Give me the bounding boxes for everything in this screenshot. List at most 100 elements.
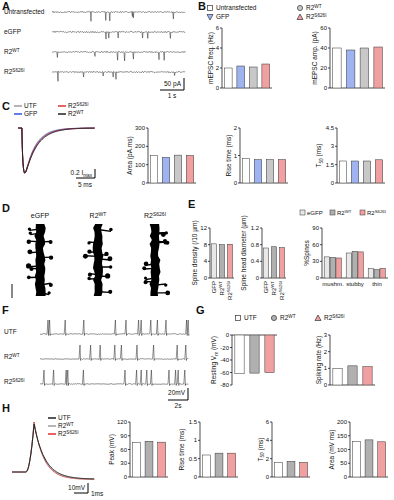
y-tick — [260, 278, 262, 279]
text-part: (ms) — [257, 438, 265, 453]
scale-label: 2s — [175, 402, 183, 409]
bar — [145, 441, 153, 477]
text-part: Area (mV ms) — [328, 429, 336, 469]
text-part: 4.5 — [326, 125, 335, 131]
y-axis — [148, 128, 149, 183]
y-tick — [238, 128, 240, 129]
text-part: S626I — [153, 211, 166, 217]
spine-head — [109, 228, 113, 232]
y-tick-label: 150 — [337, 433, 348, 439]
bar — [202, 455, 210, 477]
text-part: D — [2, 202, 10, 214]
legend-label: R2WT — [337, 209, 352, 216]
text-part: WT — [314, 4, 321, 9]
y-tick — [260, 244, 262, 245]
text-part: 0 — [324, 85, 328, 91]
text-part: 0 — [234, 180, 238, 186]
y-tick-label: 0 — [234, 180, 238, 186]
chart: 00.511.5Rise time (ms) — [178, 419, 238, 480]
y-tick — [208, 261, 210, 262]
text-part: 30 — [312, 258, 319, 264]
row-label: R2S626I — [4, 378, 24, 385]
y-tick-label: 4 — [266, 437, 270, 443]
scale-bar — [188, 388, 189, 400]
y-tick — [270, 458, 272, 459]
bar — [360, 48, 369, 88]
text-part: S626I — [332, 314, 344, 319]
text-part: 4 — [216, 45, 220, 51]
y-tick — [146, 128, 148, 129]
legend-marker — [236, 316, 241, 321]
text-part: 30 — [120, 460, 127, 466]
bar — [278, 160, 285, 183]
y-axis — [210, 228, 211, 278]
y-tick-label: 3 — [331, 143, 335, 149]
text-part: UTF — [24, 102, 37, 109]
bars — [264, 247, 285, 278]
trace — [12, 423, 94, 479]
bar — [266, 160, 273, 183]
y-tick-label: 4 — [204, 258, 208, 264]
y-tick — [335, 164, 337, 165]
text-part: 60 — [312, 242, 319, 248]
spine-head — [49, 256, 53, 260]
bar — [174, 155, 181, 183]
text-part: S626I — [226, 281, 231, 292]
bar — [254, 160, 261, 183]
y-tick — [270, 477, 272, 478]
text-part: 90 — [312, 225, 319, 231]
legend-swatch — [58, 113, 66, 115]
text-part: %Spines — [303, 239, 311, 265]
legend-swatch — [48, 425, 56, 427]
y-tick-label: 300 — [135, 125, 146, 131]
y-tick — [230, 335, 232, 336]
legend-swatch — [330, 210, 335, 215]
text-part: 1 — [324, 365, 328, 371]
legend-marker — [208, 6, 213, 11]
y-tick-label: 0 — [124, 474, 128, 480]
text-part: 1.2 — [251, 225, 260, 231]
text-part: 300 — [135, 125, 146, 131]
x-tick-label: stubby — [346, 281, 364, 287]
bars — [274, 461, 307, 477]
text-part: WT — [288, 314, 295, 319]
bar — [265, 335, 274, 373]
bars — [339, 160, 382, 183]
y-axis-label: Peak (mV) — [108, 434, 116, 465]
legend-label: R2S626I — [306, 13, 326, 20]
scale-bar — [160, 90, 184, 91]
y-tick-label: 3 — [324, 332, 328, 338]
text-part: Spiking rate (Hz) — [315, 336, 323, 384]
trace — [18, 128, 95, 173]
bars — [352, 440, 385, 477]
spine — [98, 266, 111, 267]
spine-head — [105, 273, 110, 278]
image-label: R2WT — [90, 211, 107, 219]
spine-head — [49, 283, 53, 287]
text-part: 0 — [316, 275, 320, 281]
bar — [363, 161, 370, 183]
chart: 0100200300Area (pA.ms) — [126, 125, 196, 186]
spine-head — [26, 263, 31, 268]
legend-label: R2WT — [306, 4, 322, 11]
y-tick-label: 4 — [216, 45, 220, 51]
chart: 0306090eGFPR2WTR2S626Imushm.stubbythin%S… — [300, 209, 388, 287]
text-part: 0 — [256, 275, 260, 281]
y-tick-label: -20 — [220, 345, 229, 351]
trace — [18, 128, 95, 173]
text-part: WT — [345, 209, 352, 214]
text-part: Rise time (ms) — [178, 429, 186, 471]
y-tick-label: 2 — [266, 456, 270, 462]
scale-label: 10mV — [68, 484, 86, 491]
x-tick-label: R2WT — [218, 281, 225, 296]
bar — [150, 156, 157, 184]
bar — [274, 462, 282, 477]
y-tick-label: 200 — [135, 143, 146, 149]
bar — [228, 244, 233, 278]
chart: 012Rise time (ms) — [225, 125, 288, 186]
y-tick-label: 0 — [226, 332, 230, 338]
bar — [333, 48, 342, 88]
y-axis — [200, 422, 201, 477]
text-part: (ms) — [315, 144, 323, 159]
spine-head — [87, 249, 91, 253]
